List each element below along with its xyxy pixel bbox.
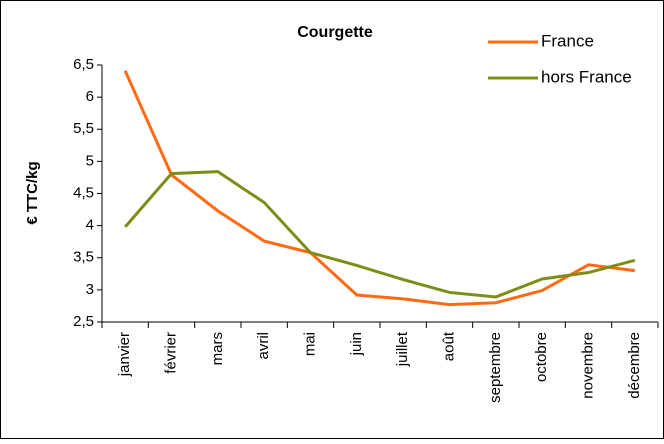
x-tick-label: novembre: [579, 332, 596, 399]
x-tick-label: mai: [301, 332, 318, 356]
x-tick-label: mars: [209, 332, 226, 365]
legend-label: France: [541, 31, 594, 50]
y-axis-label: € TTC/kg: [24, 161, 41, 224]
y-tick-label: 4,5: [73, 184, 94, 201]
y-tick-label: 6,5: [73, 56, 94, 73]
y-tick-label: 3,5: [73, 249, 94, 266]
x-tick-label: janvier: [116, 332, 133, 377]
line-series: [124, 170, 636, 299]
chart-title: Courgette: [297, 24, 373, 41]
line-series: [123, 70, 636, 307]
x-tick-label: avril: [255, 332, 272, 360]
y-tick-label: 6: [86, 88, 94, 105]
y-tick-label: 2,5: [73, 313, 94, 330]
x-tick-label: août: [440, 331, 457, 361]
y-tick-label: 3: [86, 281, 94, 298]
x-tick-label: février: [162, 332, 179, 374]
y-tick-label: 5,5: [73, 120, 94, 137]
x-tick-label: octobre: [533, 332, 550, 382]
x-tick-label: septembre: [487, 332, 504, 403]
y-tick-label: 5: [86, 152, 94, 169]
x-tick-label: juillet: [394, 331, 411, 367]
x-tick-label: juin: [348, 332, 365, 356]
legend-label: hors France: [541, 67, 632, 86]
y-tick-label: 4: [86, 217, 94, 234]
x-tick-label: décembre: [626, 332, 643, 399]
